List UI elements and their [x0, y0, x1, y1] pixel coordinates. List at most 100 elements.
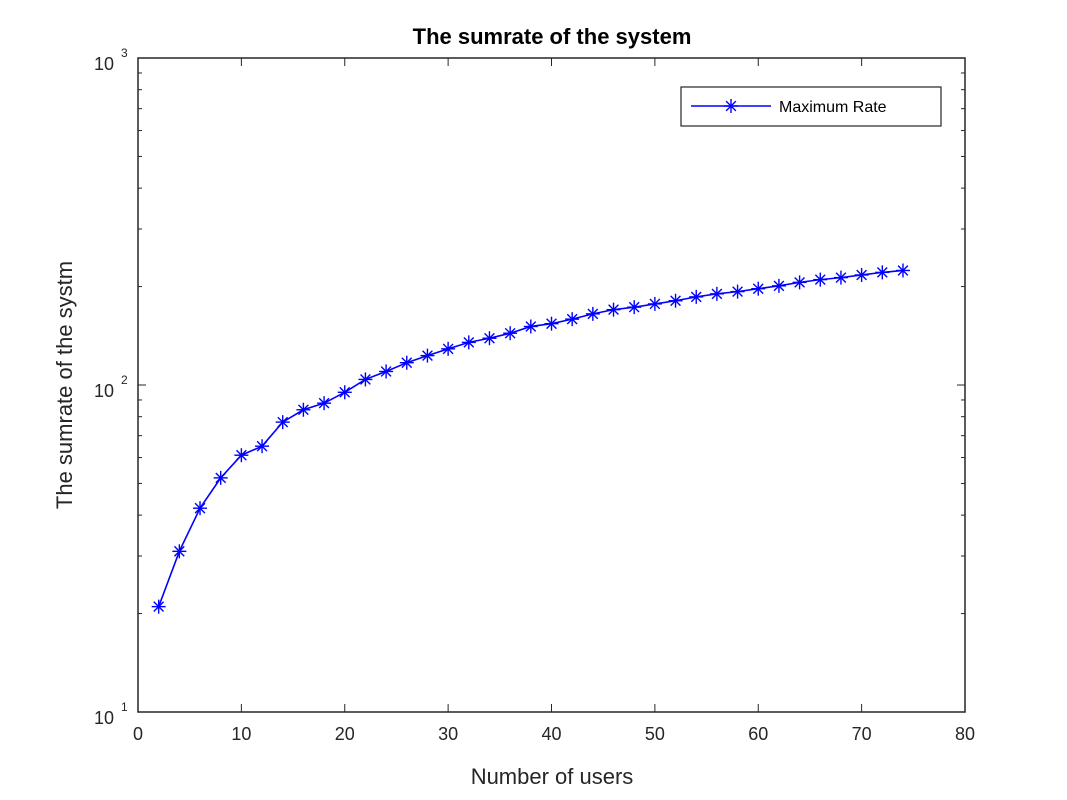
data-point: [875, 265, 890, 280]
y-tick-label: 10 2: [94, 373, 128, 401]
x-tick-label: 80: [955, 724, 975, 744]
marker-stroke: [298, 404, 309, 416]
marker-stroke: [194, 502, 206, 514]
marker-stroke: [360, 374, 371, 385]
data-point: [689, 289, 704, 304]
x-tick-label: 70: [852, 724, 872, 744]
plot-area: [138, 58, 965, 712]
y-tick-exp: 3: [121, 46, 128, 60]
marker-stroke: [725, 100, 737, 112]
data-point: [833, 270, 848, 285]
marker-stroke: [835, 272, 847, 284]
y-tick-base: 10: [94, 381, 114, 401]
data-point: [399, 355, 414, 370]
data-point: [792, 275, 807, 290]
chart-title: The sumrate of the system: [413, 24, 692, 49]
marker-stroke: [380, 366, 392, 377]
data-point: [565, 312, 580, 327]
data-point: [895, 263, 910, 278]
marker-stroke: [794, 276, 805, 288]
y-tick-label: 10 1: [94, 700, 128, 728]
x-tick-label: 10: [231, 724, 251, 744]
data-point: [523, 319, 538, 334]
marker-stroke: [566, 313, 578, 325]
marker-stroke: [773, 280, 785, 292]
legend: Maximum Rate: [680, 86, 942, 127]
marker-stroke: [856, 269, 868, 281]
marker-stroke: [504, 327, 516, 339]
marker-stroke: [608, 304, 619, 316]
data-point: [585, 306, 600, 321]
y-tick-exp: 1: [121, 700, 128, 714]
y-tick-exp: 2: [121, 373, 128, 387]
data-point: [751, 281, 766, 296]
data-point: [296, 402, 311, 417]
data-point: [420, 348, 435, 363]
data-point: [337, 385, 352, 400]
marker-stroke: [215, 472, 227, 484]
x-tick-label: 0: [133, 724, 143, 744]
marker-stroke: [628, 301, 640, 313]
marker-stroke: [318, 397, 330, 409]
marker-stroke: [339, 386, 351, 398]
data-point: [813, 272, 828, 287]
marker-stroke: [814, 274, 826, 286]
data-point: [730, 284, 745, 299]
marker-stroke: [525, 321, 537, 332]
x-tick-label: 20: [335, 724, 355, 744]
data-point: [606, 302, 621, 317]
y-tick-base: 10: [94, 708, 114, 728]
marker-stroke: [649, 298, 661, 310]
marker-stroke: [897, 265, 909, 276]
marker-stroke: [235, 449, 247, 461]
marker-stroke: [690, 291, 702, 303]
data-point: [854, 267, 869, 282]
series-layer: [151, 263, 910, 614]
x-tick-label: 40: [541, 724, 561, 744]
marker-stroke: [587, 308, 599, 320]
data-point: [668, 293, 683, 308]
marker-stroke: [173, 545, 185, 557]
marker-stroke: [442, 343, 454, 355]
x-tick-labels: 0 10 20 30 40 50 60 70 80: [133, 724, 975, 744]
y-tick-base: 10: [94, 54, 114, 74]
marker-stroke: [463, 336, 475, 348]
data-point: [234, 448, 249, 463]
marker-stroke: [876, 266, 888, 278]
data-point: [193, 501, 208, 516]
marker-stroke: [484, 332, 495, 344]
data-point: [151, 599, 166, 614]
y-tick-label: 10 3: [94, 46, 128, 74]
y-tick-labels: 10 1 10 2 10 3: [94, 46, 128, 728]
marker-stroke: [670, 295, 681, 307]
data-point: [627, 300, 642, 315]
marker-stroke: [401, 357, 413, 369]
y-axis-label: The sumrate of the systm: [52, 261, 77, 509]
marker-stroke: [752, 283, 764, 295]
data-point: [647, 296, 662, 311]
data-point: [255, 439, 270, 454]
marker-stroke: [732, 286, 743, 298]
data-point: [317, 396, 332, 411]
data-point: [213, 470, 228, 485]
marker-stroke: [546, 318, 557, 330]
x-tick-label: 30: [438, 724, 458, 744]
marker-stroke: [256, 440, 268, 452]
legend-marker: [724, 99, 738, 113]
data-point: [503, 326, 518, 341]
data-point: [544, 316, 559, 331]
marker-stroke: [711, 288, 723, 300]
data-point: [275, 415, 290, 430]
legend-marker-glyph: [724, 99, 738, 113]
plot-frame: [137, 57, 966, 713]
data-point: [358, 372, 373, 387]
data-point: [771, 278, 786, 293]
marker-stroke: [153, 601, 165, 613]
legend-label: Maximum Rate: [779, 99, 887, 116]
data-point: [461, 335, 476, 350]
data-point: [482, 331, 497, 346]
marker-stroke: [277, 416, 289, 428]
x-tick-label: 50: [645, 724, 665, 744]
data-point: [441, 341, 456, 356]
